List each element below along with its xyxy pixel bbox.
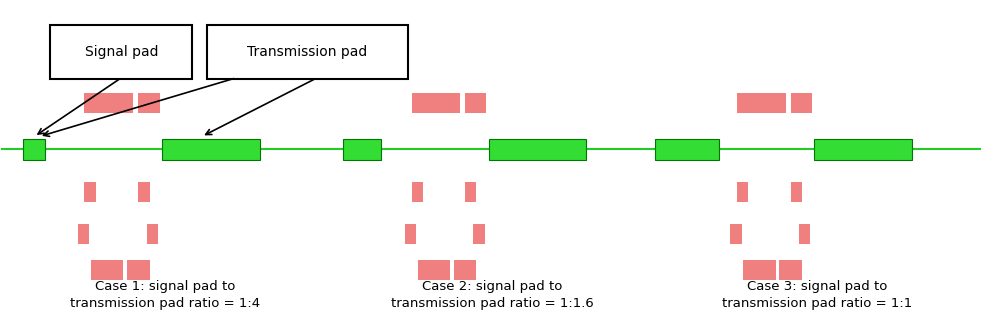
Bar: [755, 93, 766, 113]
Bar: [814, 139, 912, 160]
Bar: [465, 182, 476, 202]
Bar: [78, 224, 89, 244]
Bar: [800, 93, 812, 113]
Bar: [465, 260, 476, 280]
Bar: [148, 93, 159, 113]
Bar: [24, 139, 45, 160]
Text: Case 2: signal pad to
transmission pad ratio = 1:1.6: Case 2: signal pad to transmission pad r…: [391, 280, 593, 310]
Bar: [102, 260, 114, 280]
Bar: [344, 139, 381, 160]
Bar: [419, 93, 431, 113]
Bar: [791, 182, 802, 202]
Text: Signal pad: Signal pad: [84, 45, 158, 59]
Bar: [162, 139, 260, 160]
Text: Case 3: signal pad to
transmission pad ratio = 1:1: Case 3: signal pad to transmission pad r…: [723, 280, 912, 310]
Bar: [112, 260, 124, 280]
Bar: [146, 224, 158, 244]
Bar: [411, 93, 423, 113]
Text: Case 1: signal pad to
transmission pad ratio = 1:4: Case 1: signal pad to transmission pad r…: [71, 280, 260, 310]
Bar: [765, 260, 776, 280]
FancyBboxPatch shape: [50, 25, 192, 79]
Bar: [475, 93, 486, 113]
Bar: [473, 224, 484, 244]
Bar: [791, 93, 802, 113]
Bar: [84, 93, 95, 113]
Bar: [780, 260, 791, 280]
Bar: [765, 93, 776, 113]
Bar: [465, 93, 476, 113]
Bar: [449, 93, 461, 113]
Bar: [488, 139, 586, 160]
Bar: [138, 93, 149, 113]
Bar: [799, 224, 810, 244]
Bar: [736, 93, 748, 113]
Bar: [127, 260, 138, 280]
Bar: [411, 182, 423, 202]
Bar: [745, 93, 756, 113]
Bar: [91, 260, 102, 280]
Bar: [429, 93, 441, 113]
Bar: [655, 139, 719, 160]
Bar: [138, 182, 149, 202]
Bar: [731, 224, 741, 244]
Bar: [736, 182, 748, 202]
Bar: [92, 93, 104, 113]
Bar: [775, 93, 786, 113]
Bar: [439, 260, 451, 280]
Bar: [755, 260, 766, 280]
Bar: [112, 93, 124, 113]
Bar: [418, 260, 429, 280]
Bar: [439, 93, 451, 113]
Bar: [454, 260, 465, 280]
Bar: [122, 93, 134, 113]
Bar: [138, 260, 149, 280]
Bar: [84, 182, 95, 202]
Text: Transmission pad: Transmission pad: [247, 45, 367, 59]
Bar: [429, 260, 441, 280]
Bar: [102, 93, 114, 113]
Bar: [743, 260, 755, 280]
FancyBboxPatch shape: [207, 25, 408, 79]
Bar: [791, 260, 802, 280]
Bar: [405, 224, 416, 244]
